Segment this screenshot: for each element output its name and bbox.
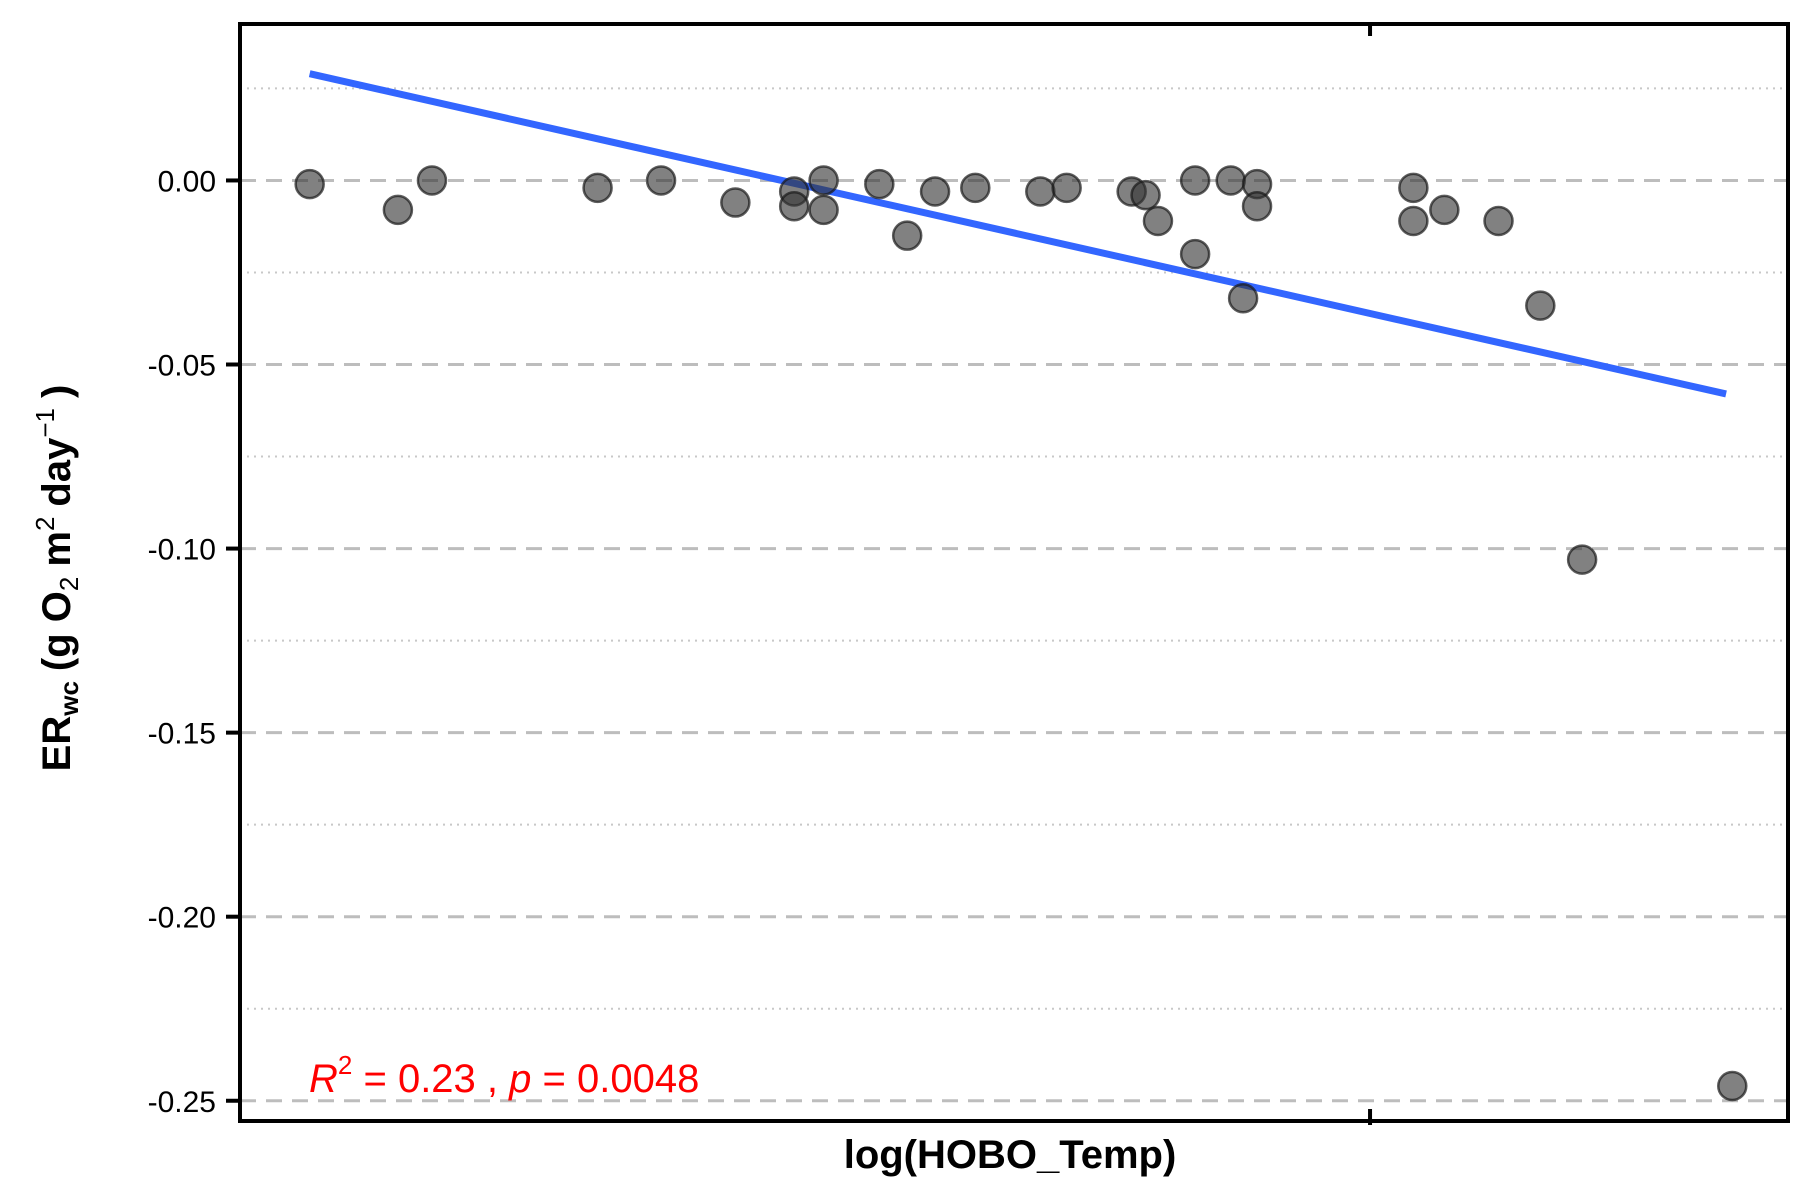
stats-p-label: p bbox=[508, 1057, 531, 1101]
data-point-29 bbox=[1525, 290, 1556, 321]
data-point-26 bbox=[1398, 205, 1429, 237]
stats-r-sup: 2 bbox=[338, 1050, 352, 1080]
data-point-17 bbox=[1130, 179, 1161, 211]
data-point-24 bbox=[1241, 190, 1273, 222]
data-point-21 bbox=[1215, 165, 1246, 196]
data-point-30 bbox=[1566, 544, 1598, 575]
data-point-18 bbox=[1142, 205, 1174, 237]
y-axis-title-sub: wc bbox=[54, 681, 84, 717]
stats-p-value: = 0.0048 bbox=[531, 1057, 699, 1101]
data-point-4 bbox=[645, 165, 677, 196]
data-point-25 bbox=[1398, 172, 1429, 204]
y-tick-label-1: -0.05 bbox=[148, 350, 216, 383]
data-point-3 bbox=[582, 172, 613, 204]
data-point-5 bbox=[720, 187, 751, 218]
data-point-20 bbox=[1179, 238, 1211, 270]
y-tick-label-2: -0.10 bbox=[148, 534, 216, 567]
data-point-7 bbox=[778, 190, 810, 222]
y-tick-label-0: 0.00 bbox=[158, 165, 216, 198]
y-tick-label-4: -0.20 bbox=[148, 902, 216, 935]
data-point-22 bbox=[1227, 283, 1259, 314]
y-tick-label-5: -0.25 bbox=[148, 1086, 216, 1119]
y-axis-title-day-sup: −1 bbox=[30, 408, 60, 438]
data-point-1 bbox=[382, 194, 414, 226]
y-axis-title-paren-close: ) bbox=[35, 385, 79, 398]
data-point-15 bbox=[1051, 172, 1082, 204]
y-axis-title-paren-open: (g O bbox=[35, 591, 79, 671]
stats-r-value: = 0.23 , bbox=[352, 1057, 509, 1101]
y-axis-title: ERwc(g O2m2day−1) bbox=[30, 385, 84, 772]
data-point-2 bbox=[416, 165, 448, 196]
data-point-12 bbox=[919, 176, 951, 207]
data-point-8 bbox=[808, 165, 839, 196]
grid-layer bbox=[240, 87, 1788, 1103]
data-point-11 bbox=[891, 220, 923, 251]
y-tick-label-3: -0.15 bbox=[148, 718, 216, 751]
data-point-9 bbox=[808, 194, 839, 226]
points-layer bbox=[294, 165, 1748, 1102]
data-point-0 bbox=[294, 168, 325, 200]
y-axis-title-m-sup: 2 bbox=[30, 517, 60, 531]
data-point-28 bbox=[1483, 205, 1514, 237]
stats-annotation: R2 = 0.23 , p = 0.0048 bbox=[309, 1050, 699, 1101]
plot-frame bbox=[238, 22, 1790, 1123]
data-point-13 bbox=[960, 172, 991, 204]
y-axis-title-main: ER bbox=[35, 716, 79, 772]
y-axis-title-day: day bbox=[35, 437, 79, 507]
stats-r-label: R bbox=[309, 1057, 338, 1101]
x-axis-title: log(HOBO_Temp) bbox=[844, 1133, 1177, 1177]
data-point-27 bbox=[1429, 194, 1460, 226]
y-axis-title-o2-sub: 2 bbox=[54, 577, 84, 591]
data-point-14 bbox=[1025, 176, 1056, 207]
data-point-31 bbox=[1717, 1070, 1748, 1102]
data-point-10 bbox=[864, 168, 895, 200]
fit-layer bbox=[308, 70, 1727, 398]
ticks-layer: 0.00 -0.05 -0.10 -0.15 -0.20 -0.25 bbox=[148, 24, 1373, 1125]
regression-line bbox=[308, 70, 1727, 398]
data-point-19 bbox=[1179, 165, 1211, 196]
y-axis-title-m: m bbox=[35, 531, 79, 567]
